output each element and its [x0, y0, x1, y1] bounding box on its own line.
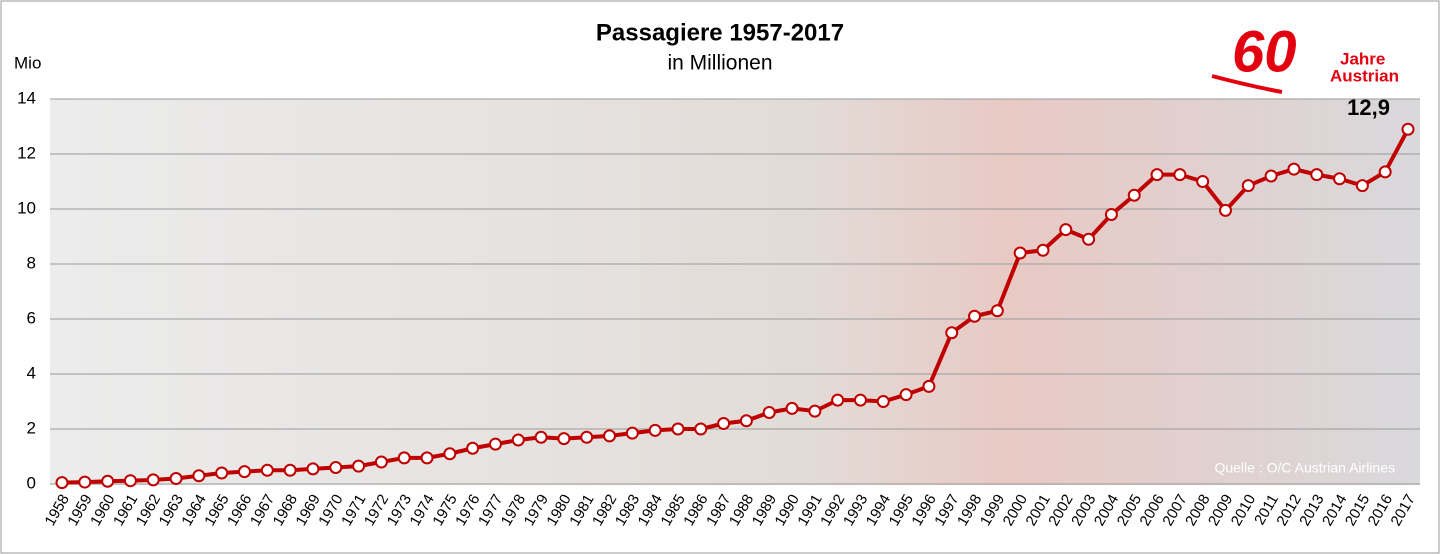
data-point — [443, 447, 457, 461]
data-point — [511, 433, 525, 447]
data-point — [1059, 223, 1073, 237]
data-point — [853, 393, 867, 407]
data-point — [1036, 243, 1050, 257]
plot-background — [50, 99, 1420, 485]
data-point — [352, 459, 366, 473]
data-point — [739, 414, 753, 428]
y-tick-label: 0 — [27, 473, 36, 492]
y-tick-label: 14 — [17, 88, 36, 107]
data-point — [557, 432, 571, 446]
data-point — [625, 426, 639, 440]
data-point — [808, 404, 822, 418]
data-point — [283, 463, 297, 477]
data-point — [466, 441, 480, 455]
data-point — [580, 430, 594, 444]
data-point — [990, 304, 1004, 318]
data-point — [1218, 203, 1232, 217]
data-point — [420, 451, 434, 465]
data-point — [603, 429, 617, 443]
data-point — [55, 476, 69, 490]
data-point — [1287, 162, 1301, 176]
data-point — [215, 466, 229, 480]
data-point — [1082, 232, 1096, 246]
data-point — [1013, 246, 1027, 260]
data-point — [717, 417, 731, 430]
data-point — [1241, 179, 1255, 193]
y-tick-label: 10 — [17, 198, 36, 217]
data-label: 12,9 — [1347, 95, 1390, 120]
y-tick-label: 4 — [27, 363, 36, 382]
data-point — [101, 474, 115, 488]
logo-text: Austrian — [1330, 66, 1399, 85]
data-point — [831, 393, 845, 407]
data-point — [899, 388, 913, 402]
y-axis-label: Mio — [14, 53, 41, 72]
source: Quelle : O/C Austrian Airlines — [1214, 460, 1395, 476]
data-point — [1150, 168, 1164, 182]
data-point — [260, 463, 274, 477]
logo-text: Jahre — [1340, 49, 1385, 68]
data-point — [1310, 168, 1324, 182]
data-point — [648, 423, 662, 437]
data-point — [534, 430, 548, 444]
logo-swoosh — [1211, 74, 1283, 94]
data-point — [762, 406, 776, 419]
data-point — [1173, 168, 1187, 182]
data-point — [1355, 179, 1369, 193]
data-point — [123, 474, 137, 488]
chart-subtitle: in Millionen — [667, 52, 772, 75]
data-point — [329, 461, 343, 474]
data-point — [945, 326, 959, 340]
data-point — [1378, 165, 1392, 179]
data-point — [238, 465, 252, 479]
data-point — [1333, 172, 1347, 186]
y-tick-label: 8 — [27, 253, 36, 272]
data-point — [1104, 208, 1118, 221]
data-point — [1401, 122, 1415, 136]
data-point — [78, 475, 92, 489]
chart-title: Passagiere 1957-2017 — [596, 19, 844, 46]
data-point — [922, 379, 936, 393]
data-point — [397, 451, 411, 465]
data-point — [192, 469, 206, 483]
data-point — [374, 455, 388, 469]
data-point — [1196, 175, 1210, 188]
data-point — [694, 422, 708, 436]
data-point — [169, 472, 183, 485]
data-point — [785, 401, 799, 415]
data-point — [671, 422, 685, 436]
logo: 60 Jahre Austrian — [1211, 19, 1399, 94]
data-point — [968, 309, 982, 323]
data-point — [876, 395, 890, 408]
data-point — [1127, 188, 1141, 202]
data-point — [1264, 169, 1278, 183]
y-tick-label: 6 — [27, 308, 36, 327]
y-tick-label: 2 — [27, 418, 36, 437]
logo-number: 60 — [1232, 19, 1297, 84]
data-point — [306, 462, 320, 476]
data-point — [146, 473, 160, 487]
y-tick-label: 12 — [17, 143, 36, 162]
data-point — [488, 437, 502, 451]
